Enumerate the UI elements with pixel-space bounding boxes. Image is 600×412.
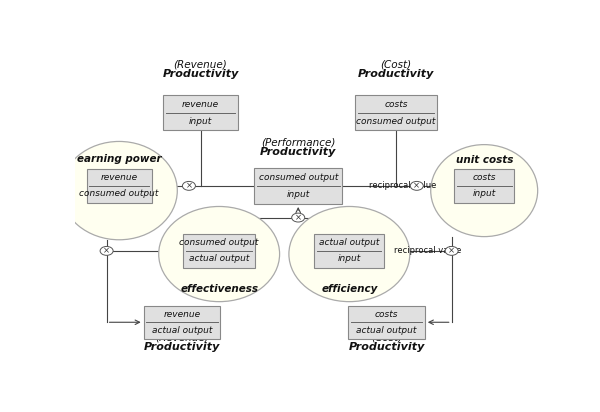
Text: Productivity: Productivity <box>163 69 239 79</box>
Text: earning power: earning power <box>77 154 161 164</box>
FancyBboxPatch shape <box>454 169 514 203</box>
Text: actual output: actual output <box>189 254 250 263</box>
Text: input: input <box>287 190 310 199</box>
Text: actual output: actual output <box>356 326 417 335</box>
Ellipse shape <box>158 206 280 302</box>
FancyBboxPatch shape <box>355 96 437 130</box>
Text: ×: × <box>103 246 110 255</box>
Text: reciprocal value: reciprocal value <box>369 181 436 190</box>
FancyBboxPatch shape <box>86 169 152 203</box>
Ellipse shape <box>289 206 410 302</box>
Text: input: input <box>473 190 496 198</box>
Text: consumed output: consumed output <box>259 173 338 182</box>
Text: input: input <box>338 254 361 263</box>
FancyBboxPatch shape <box>314 234 384 267</box>
Text: ×: × <box>185 181 193 190</box>
Text: revenue: revenue <box>182 100 219 109</box>
FancyBboxPatch shape <box>348 306 425 339</box>
Text: Productivity: Productivity <box>349 342 425 352</box>
Ellipse shape <box>431 145 538 236</box>
Circle shape <box>445 246 458 255</box>
Text: revenue: revenue <box>101 173 138 183</box>
Text: consumed output: consumed output <box>356 117 436 126</box>
Circle shape <box>100 246 113 255</box>
Text: (Cost): (Cost) <box>371 333 402 343</box>
FancyBboxPatch shape <box>143 306 220 339</box>
Text: (Performance): (Performance) <box>261 138 335 148</box>
Text: reciprocal value: reciprocal value <box>394 246 461 255</box>
FancyBboxPatch shape <box>254 168 343 204</box>
Ellipse shape <box>61 141 178 240</box>
Text: Productivity: Productivity <box>358 69 434 79</box>
Text: ×: × <box>413 181 420 190</box>
Text: costs: costs <box>375 310 398 319</box>
Text: efficiency: efficiency <box>321 284 377 294</box>
Text: actual output: actual output <box>319 239 380 247</box>
Text: (Cost): (Cost) <box>380 60 412 70</box>
Text: ×: × <box>295 213 302 222</box>
Text: (Revenue): (Revenue) <box>155 333 209 343</box>
Text: consumed output: consumed output <box>79 190 159 198</box>
Text: consumed output: consumed output <box>179 239 259 247</box>
Circle shape <box>292 213 305 222</box>
FancyBboxPatch shape <box>183 234 255 267</box>
FancyBboxPatch shape <box>163 96 238 130</box>
Text: revenue: revenue <box>163 310 200 319</box>
Text: input: input <box>189 117 212 126</box>
Text: Productivity: Productivity <box>144 342 220 352</box>
Text: effectiveness: effectiveness <box>180 284 258 294</box>
Text: (Revenue): (Revenue) <box>173 60 227 70</box>
Text: costs: costs <box>472 173 496 183</box>
Circle shape <box>182 181 196 190</box>
Text: unit costs: unit costs <box>455 155 513 166</box>
Circle shape <box>410 181 423 190</box>
Text: actual output: actual output <box>152 326 212 335</box>
Text: Productivity: Productivity <box>260 147 337 157</box>
Text: costs: costs <box>384 100 407 109</box>
Text: ×: × <box>448 246 455 255</box>
